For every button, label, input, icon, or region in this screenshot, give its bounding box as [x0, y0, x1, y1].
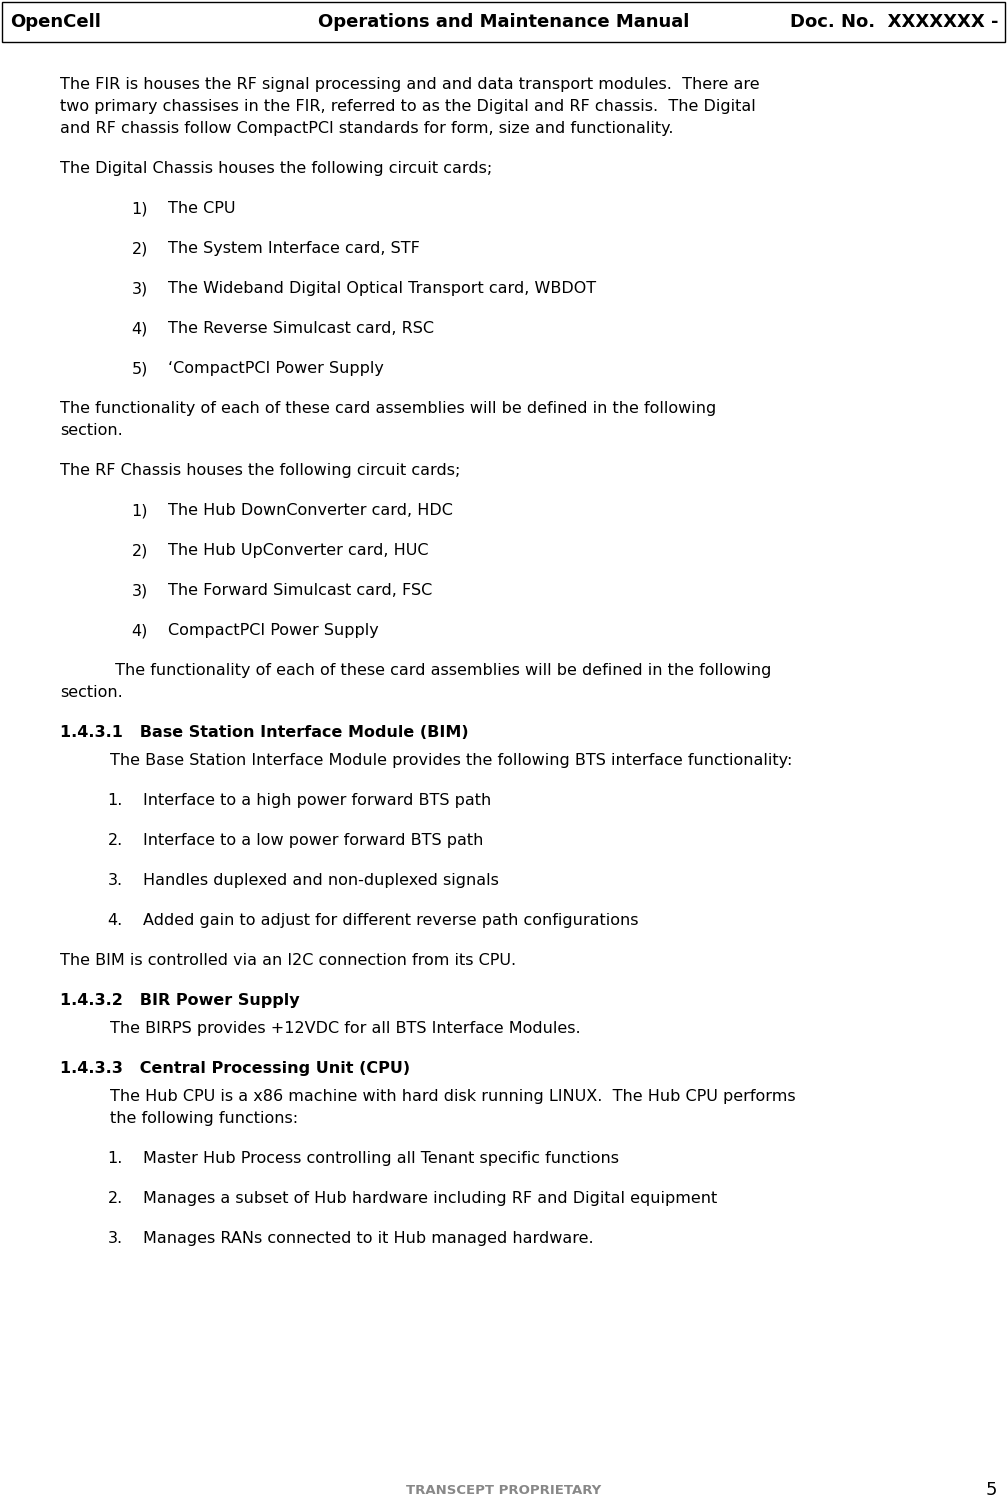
Text: and RF chassis follow CompactPCI standards for form, size and functionality.: and RF chassis follow CompactPCI standar… [60, 121, 674, 136]
Text: 1.4.3.1   Base Station Interface Module (BIM): 1.4.3.1 Base Station Interface Module (B… [60, 725, 468, 740]
Text: 5: 5 [986, 1481, 997, 1499]
Text: section.: section. [60, 423, 123, 438]
Text: Doc. No.  XXXXXXX -: Doc. No. XXXXXXX - [790, 14, 999, 32]
Text: Added gain to adjust for different reverse path configurations: Added gain to adjust for different rever… [143, 914, 638, 929]
Text: The Hub DownConverter card, HDC: The Hub DownConverter card, HDC [168, 503, 453, 518]
Text: 3): 3) [132, 583, 148, 598]
Text: 2): 2) [132, 544, 148, 559]
Text: Interface to a high power forward BTS path: Interface to a high power forward BTS pa… [143, 793, 491, 808]
Text: The functionality of each of these card assemblies will be defined in the follow: The functionality of each of these card … [110, 663, 771, 678]
Text: ‘CompactPCI Power Supply: ‘CompactPCI Power Supply [168, 361, 384, 376]
Text: Operations and Maintenance Manual: Operations and Maintenance Manual [318, 14, 689, 32]
Text: The Hub CPU is a x86 machine with hard disk running LINUX.  The Hub CPU performs: The Hub CPU is a x86 machine with hard d… [110, 1089, 796, 1104]
Text: 1.: 1. [108, 1151, 123, 1166]
Text: The Base Station Interface Module provides the following BTS interface functiona: The Base Station Interface Module provid… [110, 753, 793, 769]
Text: The Wideband Digital Optical Transport card, WBDOT: The Wideband Digital Optical Transport c… [168, 281, 596, 296]
Text: Master Hub Process controlling all Tenant specific functions: Master Hub Process controlling all Tenan… [143, 1151, 619, 1166]
Text: The functionality of each of these card assemblies will be defined in the follow: The functionality of each of these card … [60, 402, 716, 415]
Text: 2.: 2. [108, 834, 123, 849]
Text: 4): 4) [132, 624, 148, 639]
Text: section.: section. [60, 686, 123, 701]
Text: 1.4.3.2   BIR Power Supply: 1.4.3.2 BIR Power Supply [60, 994, 300, 1009]
Text: CompactPCI Power Supply: CompactPCI Power Supply [168, 624, 379, 639]
Text: The Forward Simulcast card, FSC: The Forward Simulcast card, FSC [168, 583, 432, 598]
Text: 5): 5) [132, 361, 148, 376]
Text: 1.: 1. [108, 793, 123, 808]
Text: 4): 4) [132, 322, 148, 337]
Text: The CPU: The CPU [168, 201, 236, 216]
Text: Manages a subset of Hub hardware including RF and Digital equipment: Manages a subset of Hub hardware includi… [143, 1191, 717, 1206]
Text: 3): 3) [132, 281, 148, 296]
Text: The Hub UpConverter card, HUC: The Hub UpConverter card, HUC [168, 544, 429, 559]
Text: Handles duplexed and non-duplexed signals: Handles duplexed and non-duplexed signal… [143, 873, 498, 888]
Text: OpenCell: OpenCell [10, 14, 101, 32]
Text: 1): 1) [132, 201, 148, 216]
Text: Manages RANs connected to it Hub managed hardware.: Manages RANs connected to it Hub managed… [143, 1231, 593, 1246]
Text: 2.: 2. [108, 1191, 123, 1206]
Text: The RF Chassis houses the following circuit cards;: The RF Chassis houses the following circ… [60, 464, 460, 479]
Text: 3.: 3. [108, 1231, 123, 1246]
Text: Interface to a low power forward BTS path: Interface to a low power forward BTS pat… [143, 834, 483, 849]
Text: The System Interface card, STF: The System Interface card, STF [168, 242, 420, 257]
Text: 1.4.3.3   Central Processing Unit (CPU): 1.4.3.3 Central Processing Unit (CPU) [60, 1062, 410, 1077]
Text: 1): 1) [132, 503, 148, 518]
Bar [2, 2, 1005, 42]
Text: The Digital Chassis houses the following circuit cards;: The Digital Chassis houses the following… [60, 162, 492, 177]
Text: The BIRPS provides +12VDC for all BTS Interface Modules.: The BIRPS provides +12VDC for all BTS In… [110, 1021, 581, 1036]
Text: TRANSCEPT PROPRIETARY: TRANSCEPT PROPRIETARY [406, 1483, 601, 1496]
Text: The Reverse Simulcast card, RSC: The Reverse Simulcast card, RSC [168, 322, 434, 337]
Text: two primary chassises in the FIR, referred to as the Digital and RF chassis.  Th: two primary chassises in the FIR, referr… [60, 100, 755, 113]
Text: The BIM is controlled via an I2C connection from its CPU.: The BIM is controlled via an I2C connect… [60, 953, 517, 968]
Text: 4.: 4. [108, 914, 123, 929]
Text: The FIR is houses the RF signal processing and and data transport modules.  Ther: The FIR is houses the RF signal processi… [60, 77, 759, 92]
Text: the following functions:: the following functions: [110, 1111, 298, 1126]
Text: 3.: 3. [108, 873, 123, 888]
Text: 2): 2) [132, 242, 148, 257]
